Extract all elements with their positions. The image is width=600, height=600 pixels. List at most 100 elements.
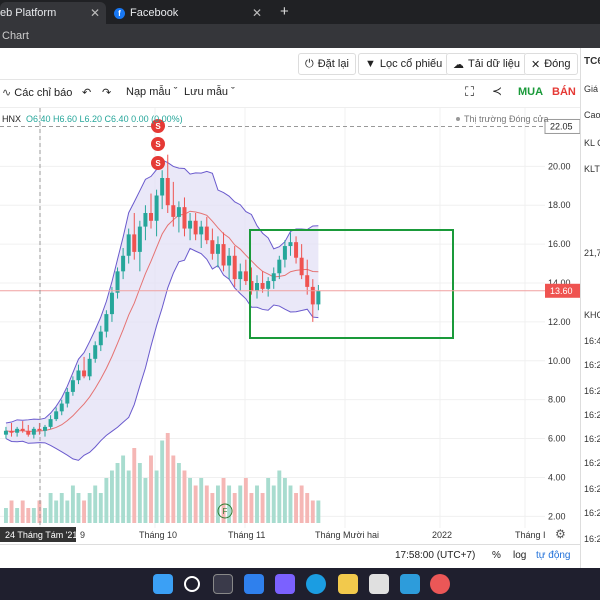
event-marker-label: F [223, 507, 228, 516]
mail-icon[interactable] [400, 574, 420, 594]
split-marker [151, 137, 165, 151]
candle-body [54, 411, 59, 420]
settings-icon: ⚙ [555, 527, 566, 541]
candle-body [249, 281, 254, 291]
candle-body [98, 331, 103, 346]
volume-bar [26, 508, 31, 523]
edge-icon[interactable] [306, 574, 326, 594]
x-tick-label: Tháng 10 [139, 530, 177, 540]
percent-toggle[interactable]: % [492, 550, 501, 561]
volume-bar [299, 485, 304, 523]
store-icon[interactable] [369, 574, 389, 594]
candle-body [299, 257, 304, 276]
split-marker-label: S [155, 140, 161, 149]
candle-body [232, 255, 237, 280]
redo-icon[interactable]: ↷ [102, 87, 112, 99]
tab-label: eb Platform [0, 7, 57, 19]
volume-bar [294, 493, 299, 523]
volume-bar [110, 470, 114, 523]
chart-toolbar: ∿ Các chỉ báo ↶ ↷ Nạp mẫu ˇ Lưu mẫu ˇ ⛶ … [0, 80, 580, 108]
candle-body [93, 345, 98, 359]
legend-symbol: HNX [2, 114, 21, 124]
x-tick-label: 9 [80, 530, 85, 540]
fullscreen-icon[interactable]: ⛶ [465, 84, 475, 99]
y-tick-label: 14.00 [548, 278, 571, 288]
panel-row: Cao [584, 110, 600, 120]
candle-body [238, 271, 243, 280]
filter-icon: ▼ [365, 58, 376, 70]
volume-bar [15, 508, 20, 523]
candle-body [282, 246, 287, 260]
file-explorer-icon[interactable] [338, 574, 358, 594]
load-template-button[interactable]: Nạp mẫu ˇ [126, 86, 178, 98]
volume-bar [227, 485, 232, 523]
y-tick-label: 10.00 [548, 356, 571, 366]
panel-ticker: TC6 [584, 56, 600, 67]
panel-row: KL C [584, 138, 600, 148]
close-icon[interactable]: ✕ [89, 6, 100, 20]
current-price-tag [545, 283, 580, 298]
filter-stocks-button[interactable]: ▼ Lọc cổ phiếu [358, 53, 450, 75]
price-chart[interactable]: S S S F 2.00 4.00 6.00 8.00 10.00 12.00 14.00 16.00… [0, 108, 581, 544]
volume-bar [87, 493, 92, 523]
bollinger-lower-line [5, 247, 319, 461]
task-view-icon[interactable] [213, 574, 233, 594]
indicators-button[interactable]: ∿ Các chỉ báo [2, 87, 73, 99]
volume-bar [160, 440, 165, 523]
candle-body [82, 370, 87, 377]
volume-bar [65, 500, 70, 523]
candle-body [76, 370, 81, 381]
chat-icon[interactable] [275, 574, 295, 594]
crosshair-date-label: 24 Tháng Tám '21 [5, 530, 77, 540]
candle-body [305, 275, 310, 287]
undo-icon[interactable]: ↶ [82, 87, 92, 99]
candle-body [154, 195, 159, 221]
candle-body [59, 403, 64, 412]
candle-body [260, 283, 265, 289]
windows-start-icon[interactable] [153, 574, 173, 594]
tab-facebook[interactable]: f Facebook ✕ [108, 2, 268, 24]
volume-bar [121, 455, 126, 523]
moving-average-line [5, 210, 319, 433]
sell-button[interactable]: BÁN [552, 86, 576, 98]
volume-bar [249, 493, 254, 523]
volume-bar [182, 470, 187, 523]
buy-button[interactable]: MUA [518, 86, 544, 98]
reset-button[interactable]: ⏻ Đặt lại [298, 53, 356, 75]
candle-body [294, 242, 299, 258]
chrome-icon[interactable] [430, 574, 450, 594]
y-tick-label: 6.00 [548, 434, 566, 444]
auto-toggle[interactable]: tự động [536, 550, 571, 561]
volume-bar [171, 455, 176, 523]
candle-body [43, 426, 48, 431]
cloud-icon: ☁ [453, 58, 464, 71]
share-icon[interactable]: ≺ [492, 84, 503, 98]
close-button[interactable]: ✕ Đóng [524, 53, 578, 75]
candle-body [199, 226, 204, 235]
new-tab-icon[interactable]: + [280, 3, 289, 20]
volume-bar [266, 478, 271, 523]
volume-bar [243, 478, 248, 523]
search-icon[interactable] [184, 576, 200, 592]
volume-bar [255, 485, 259, 523]
download-data-button[interactable]: ☁ Tải dữ liệu [446, 53, 527, 75]
candle-body [31, 428, 36, 435]
candle-body [115, 271, 120, 293]
candle-body [176, 207, 181, 217]
panel-row: 16:2 [584, 508, 600, 518]
close-icon[interactable]: ✕ [251, 6, 262, 20]
y-tick-label: 16.00 [548, 239, 571, 249]
legend-ohlc: O6.40 H6.60 L6.20 C6.40 0.00 (0.00%) [26, 114, 183, 124]
log-toggle[interactable]: log [513, 550, 527, 561]
volume-bar [70, 485, 75, 523]
volume-bar [188, 478, 193, 523]
tab-web-platform[interactable]: eb Platform ✕ [0, 2, 106, 24]
volume-bar [137, 463, 142, 523]
candle-body [65, 391, 70, 404]
volume-bar [216, 485, 220, 523]
save-template-button[interactable]: Lưu mẫu ˇ [184, 86, 235, 98]
app-subbar: Chart [0, 24, 600, 48]
widgets-icon[interactable] [244, 574, 264, 594]
candle-body [126, 234, 131, 256]
